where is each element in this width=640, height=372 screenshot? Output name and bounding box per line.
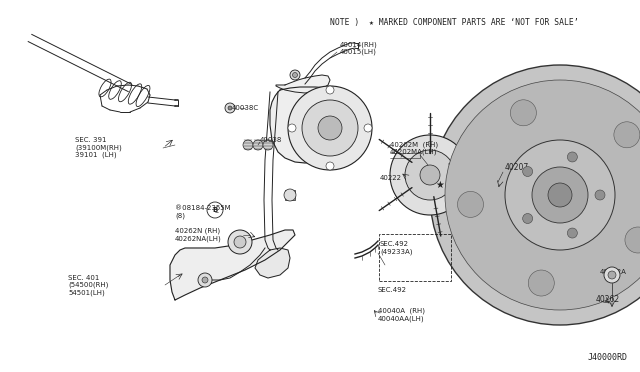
Circle shape: [318, 116, 342, 140]
Circle shape: [430, 65, 640, 325]
Circle shape: [253, 140, 263, 150]
Text: J40000RD: J40000RD: [588, 353, 628, 362]
Circle shape: [523, 214, 532, 224]
Text: 40207: 40207: [505, 164, 529, 173]
Text: 40040A  (RH)
40040AA(LH): 40040A (RH) 40040AA(LH): [378, 308, 425, 322]
Polygon shape: [270, 87, 360, 163]
Text: 40222: 40222: [380, 175, 402, 181]
Circle shape: [445, 80, 640, 310]
Circle shape: [302, 100, 358, 156]
Polygon shape: [170, 230, 295, 300]
Circle shape: [288, 86, 372, 170]
Circle shape: [202, 277, 208, 283]
Circle shape: [510, 100, 536, 126]
Circle shape: [420, 165, 440, 185]
Text: SEC.492: SEC.492: [378, 287, 407, 293]
Circle shape: [225, 103, 235, 113]
Circle shape: [614, 122, 640, 148]
Circle shape: [207, 202, 223, 218]
Circle shape: [608, 271, 616, 279]
Text: 40038: 40038: [260, 137, 282, 143]
Circle shape: [568, 228, 577, 238]
Circle shape: [528, 270, 554, 296]
Circle shape: [263, 140, 273, 150]
Circle shape: [405, 150, 455, 200]
Circle shape: [243, 140, 253, 150]
Polygon shape: [255, 248, 290, 278]
Circle shape: [284, 189, 296, 201]
Circle shape: [568, 152, 577, 162]
Circle shape: [595, 190, 605, 200]
Circle shape: [292, 73, 298, 77]
Text: SEC.492
(49233A): SEC.492 (49233A): [380, 241, 413, 255]
Text: ★: ★: [436, 180, 444, 190]
Text: 40262: 40262: [596, 295, 620, 305]
Circle shape: [505, 140, 615, 250]
Circle shape: [228, 106, 232, 110]
Text: 40262A: 40262A: [600, 269, 627, 275]
Text: 40038C: 40038C: [232, 105, 259, 111]
Circle shape: [390, 135, 470, 215]
Circle shape: [604, 267, 620, 283]
Polygon shape: [276, 75, 330, 93]
Circle shape: [364, 124, 372, 132]
Circle shape: [458, 192, 483, 217]
Circle shape: [290, 70, 300, 80]
Text: SEC. 401
(54500(RH)
54501(LH): SEC. 401 (54500(RH) 54501(LH): [68, 275, 108, 295]
Circle shape: [198, 273, 212, 287]
Text: 40262N (RH)
40262NA(LH): 40262N (RH) 40262NA(LH): [175, 228, 221, 242]
Text: NOTE )  ★ MARKED COMPONENT PARTS ARE ‘NOT FOR SALE’: NOTE ) ★ MARKED COMPONENT PARTS ARE ‘NOT…: [330, 18, 579, 27]
Circle shape: [532, 167, 588, 223]
Bar: [285, 190, 295, 200]
Circle shape: [234, 236, 246, 248]
Circle shape: [228, 230, 252, 254]
Text: 40202M  (RH)
40202MA(LH): 40202M (RH) 40202MA(LH): [390, 141, 438, 155]
Circle shape: [523, 167, 532, 176]
Text: 40014(RH)
40015(LH): 40014(RH) 40015(LH): [340, 41, 378, 55]
Circle shape: [548, 183, 572, 207]
Text: B: B: [212, 207, 218, 213]
Circle shape: [288, 124, 296, 132]
Text: ®08184-2355M
(8): ®08184-2355M (8): [175, 205, 230, 219]
Text: SEC. 391
(39100M(RH)
39101  (LH): SEC. 391 (39100M(RH) 39101 (LH): [75, 138, 122, 158]
Circle shape: [326, 162, 334, 170]
Circle shape: [326, 86, 334, 94]
Circle shape: [625, 227, 640, 253]
